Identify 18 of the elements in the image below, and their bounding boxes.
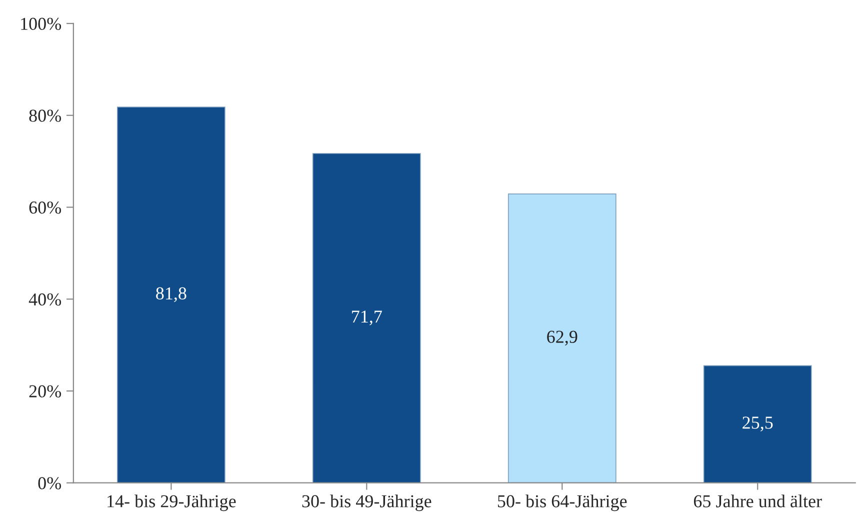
x-tick-label: 14- bis 29-Jährige xyxy=(108,494,236,512)
y-tick-label: 100% xyxy=(21,18,62,30)
data-label: 71,7 xyxy=(352,310,382,326)
bar xyxy=(312,153,421,483)
bar xyxy=(703,365,812,483)
bar xyxy=(117,106,226,483)
x-tick-label: 30- bis 49-Jährige xyxy=(302,494,432,512)
data-label: 25,5 xyxy=(742,416,773,432)
y-tick-label: 60% xyxy=(29,201,62,214)
x-tick-label: 65 Jahre und älter xyxy=(694,494,822,508)
data-label: 62,9 xyxy=(547,330,578,346)
y-tick-label: 80% xyxy=(29,110,62,122)
y-tick-label: 40% xyxy=(28,293,62,306)
y-tick-label: 20% xyxy=(29,385,62,398)
data-label: 81,8 xyxy=(156,287,186,302)
x-tick-label: 50- bis 64-Jährige xyxy=(498,494,627,512)
y-tick-label: 0% xyxy=(38,477,62,490)
bar xyxy=(508,193,616,483)
